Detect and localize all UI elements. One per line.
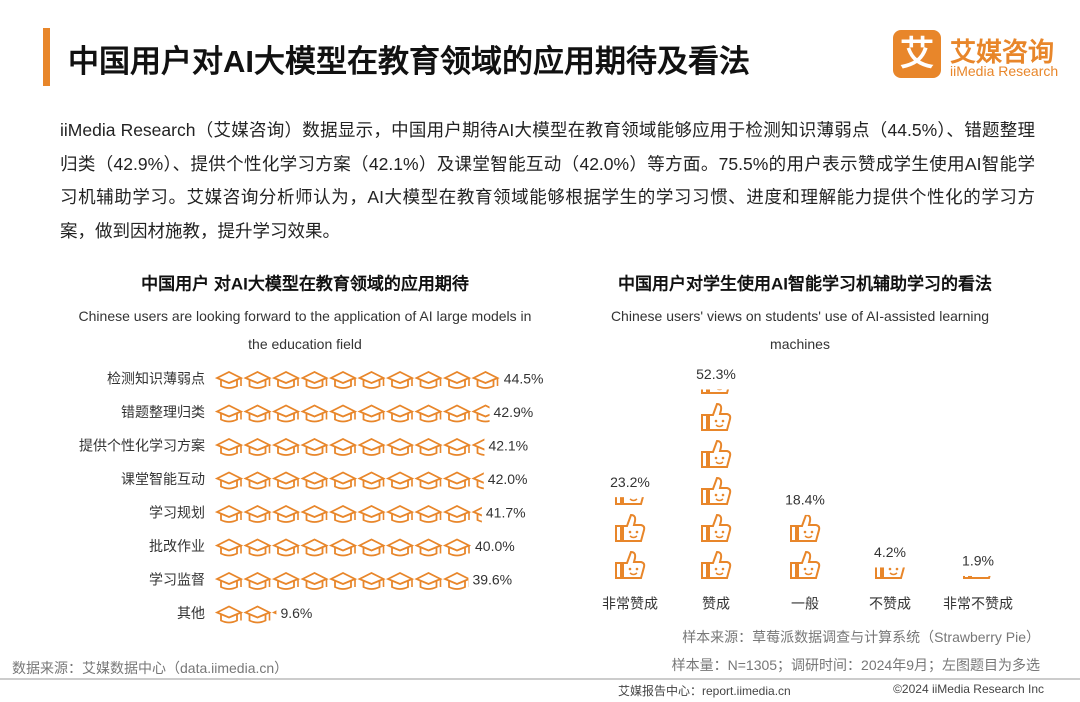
- logo-cn: 艾媒咨询: [950, 37, 1055, 67]
- column: [612, 497, 648, 583]
- title-accent: [43, 28, 50, 86]
- category-label: 学习监督: [149, 572, 205, 588]
- bar: [215, 536, 471, 559]
- value-label: 52.3%: [696, 366, 736, 382]
- logo-mark: 艾: [893, 30, 941, 78]
- intro-paragraph: iiMedia Research（艾媒咨询）数据显示，中国用户期待AI大模型在教…: [60, 120, 1035, 241]
- footer-text: ©2024 iiMedia Research Inc: [893, 682, 1044, 696]
- bar: [215, 436, 485, 458]
- note: 数据来源：艾媒数据中心（data.iimedia.cn）: [12, 660, 289, 676]
- category-label: 一般: [791, 596, 819, 612]
- bar: [215, 402, 490, 425]
- value-label: 1.9%: [962, 553, 994, 569]
- category-label: 赞成: [702, 596, 730, 612]
- category-label: 提供个性化学习方案: [79, 438, 205, 454]
- column: [787, 514, 823, 583]
- chart-title: 中国用户对学生使用AI智能学习机辅助学习的看法: [618, 273, 992, 293]
- category-label: 批改作业: [149, 538, 205, 554]
- chart-title: 中国用户 对AI大模型在教育领域的应用期待: [141, 273, 469, 293]
- footer-text: 艾媒报告中心：report.iimedia.cn: [618, 684, 791, 698]
- category-label: 不赞成: [869, 596, 911, 612]
- category-label: 错题整理归类: [121, 404, 205, 420]
- category-label: 学习规划: [149, 505, 205, 521]
- bar: [215, 570, 469, 592]
- category-label: 课堂智能互动: [121, 471, 205, 487]
- value-label: 40.0%: [475, 538, 515, 554]
- chart-subtitle: Chinese users' views on students' use of…: [610, 308, 990, 352]
- category-label: 非常赞成: [602, 596, 658, 612]
- column: [698, 389, 734, 583]
- logo-en: iiMedia Research: [950, 63, 1059, 79]
- column: [960, 575, 996, 583]
- bar: [215, 603, 277, 626]
- category-label: 检测知识薄弱点: [107, 371, 205, 387]
- value-label: 41.7%: [486, 505, 526, 521]
- note: 样本量：N=1305；调研时间：2024年9月；左图题目为多选: [671, 657, 1040, 673]
- chart-subtitle: Chinese users are looking forward to the…: [78, 308, 532, 352]
- value-label: 42.1%: [488, 438, 528, 454]
- bar: [215, 469, 484, 492]
- page-title: 中国用户对AI大模型在教育领域的应用期待及看法: [68, 44, 750, 79]
- value-label: 18.4%: [785, 492, 825, 508]
- bar: [215, 369, 500, 391]
- value-label: 9.6%: [280, 605, 312, 621]
- note: 样本来源：草莓派数据调查与计算系统（Strawberry Pie）: [682, 629, 1040, 645]
- value-label: 39.6%: [472, 572, 512, 588]
- bar: [215, 503, 482, 525]
- value-label: 23.2%: [610, 474, 650, 490]
- category-label: 其他: [177, 605, 205, 621]
- value-label: 42.0%: [488, 471, 528, 487]
- value-label: 44.5%: [504, 371, 544, 387]
- value-label: 42.9%: [494, 404, 534, 420]
- value-label: 4.2%: [874, 544, 906, 560]
- column: [872, 567, 908, 583]
- category-label: 非常不赞成: [943, 596, 1013, 612]
